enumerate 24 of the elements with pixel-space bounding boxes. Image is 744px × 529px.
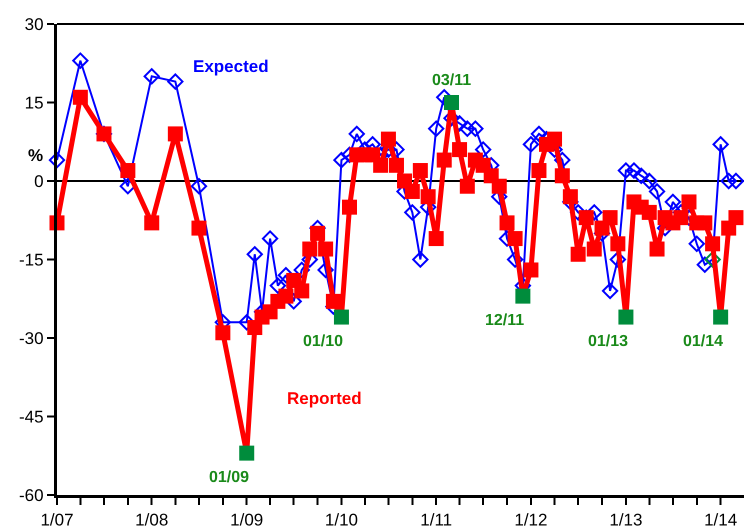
annotation: 01/14 <box>683 333 724 350</box>
x-tick-label: 1/10 <box>324 510 358 529</box>
annotation: 01/10 <box>303 333 344 350</box>
y-tick-label: -60 <box>19 486 44 505</box>
x-tick-label: 1/08 <box>135 510 168 529</box>
y-tick-label: -30 <box>19 328 44 348</box>
y-tick-label: 0 <box>34 172 44 191</box>
text: Reported <box>287 389 362 408</box>
annotation: 01/13 <box>588 333 628 350</box>
y-tick-label: 30 <box>24 14 44 34</box>
x-tick-label: 1/07 <box>40 510 74 529</box>
annotation: 12/11 <box>485 312 524 329</box>
y-tick-label: -45 <box>19 407 44 426</box>
x-tick-label: 1/12 <box>514 510 548 529</box>
annotation: 03/11 <box>432 72 472 89</box>
series-label: Expected <box>193 57 269 76</box>
x-tick-label: 1/14 <box>704 510 738 529</box>
x-tick-label: 1/09 <box>230 510 264 529</box>
y-axis-title: % <box>28 146 44 165</box>
x-tick-label: 1/13 <box>609 510 642 529</box>
x-tick-label: 1/11 <box>420 510 452 529</box>
annotation: 01/09 <box>209 469 250 486</box>
y-tick-label: 15 <box>24 93 44 112</box>
y-tick-label: -15 <box>19 250 44 270</box>
